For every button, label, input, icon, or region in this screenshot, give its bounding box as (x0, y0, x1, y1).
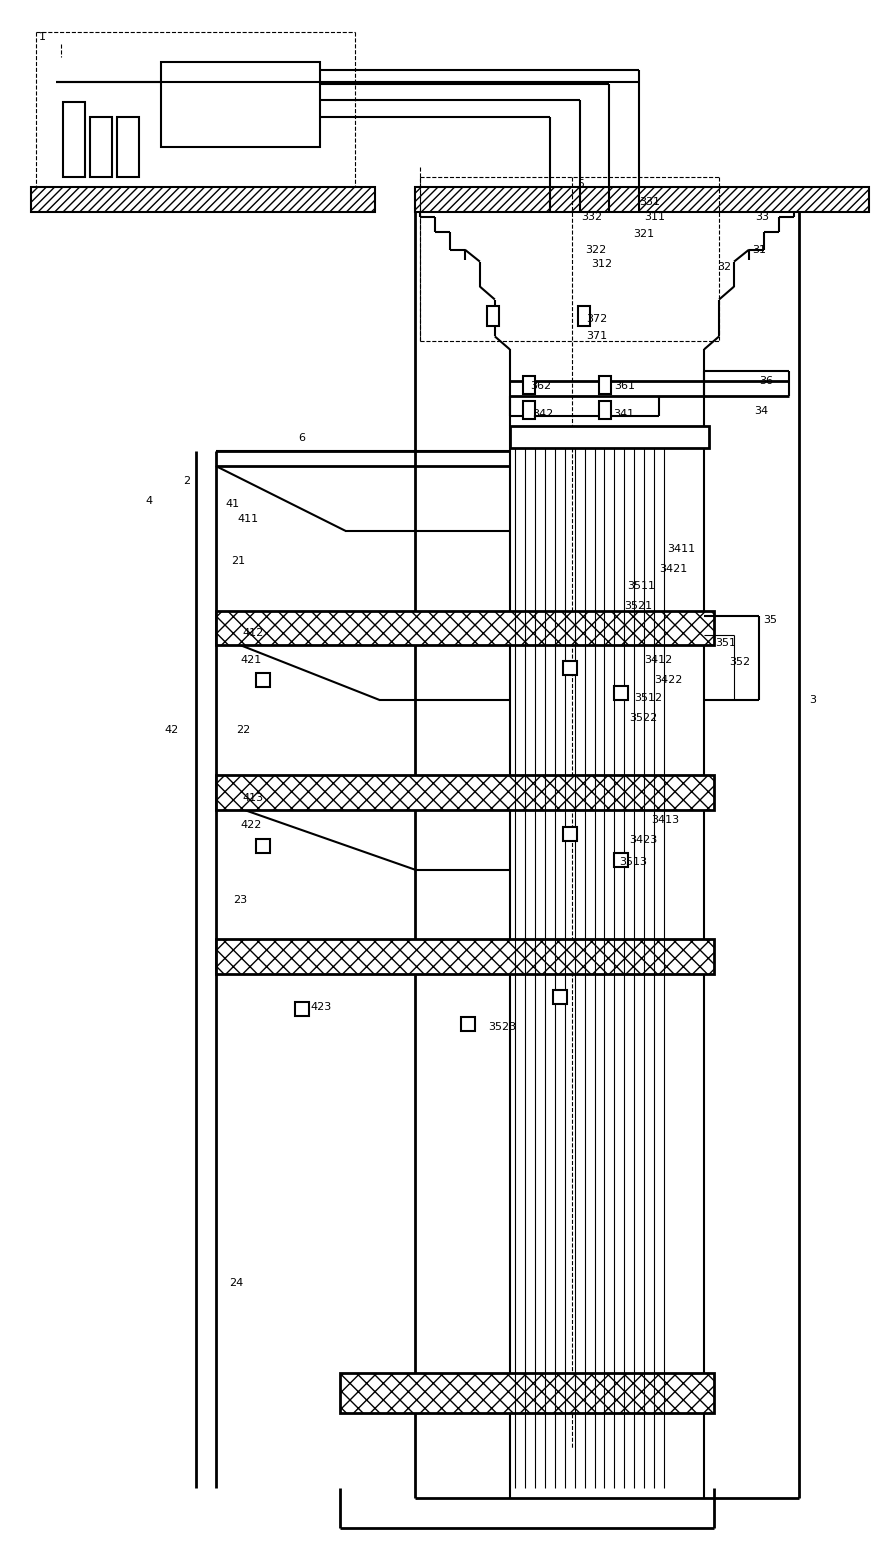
Text: 352: 352 (729, 657, 750, 668)
Text: 3513: 3513 (619, 856, 647, 867)
Bar (562, 662, 576, 676)
Text: 342: 342 (532, 410, 553, 419)
Bar (215, 940, 714, 974)
Text: 6: 6 (299, 433, 306, 444)
Bar (523, 400, 534, 419)
Bar (487, 306, 498, 326)
Text: 36: 36 (759, 376, 773, 386)
Bar (553, 991, 567, 1005)
Text: 3511: 3511 (627, 581, 655, 591)
Text: 41: 41 (226, 499, 240, 509)
Bar (614, 686, 628, 700)
Text: 1: 1 (39, 32, 46, 42)
Text: 2: 2 (183, 476, 190, 485)
Text: 3423: 3423 (629, 835, 658, 844)
Text: 421: 421 (241, 656, 262, 665)
Bar (599, 376, 611, 394)
Bar (215, 611, 714, 645)
Text: 23: 23 (233, 895, 247, 904)
Text: 3522: 3522 (629, 713, 658, 724)
Bar (32, 187, 375, 212)
Bar (510, 427, 710, 448)
Bar (614, 853, 628, 867)
Bar (461, 1017, 475, 1031)
Text: 413: 413 (243, 793, 264, 802)
Text: 422: 422 (241, 819, 262, 830)
Bar (117, 117, 139, 176)
Text: 4: 4 (145, 496, 153, 506)
Text: 362: 362 (530, 382, 551, 391)
Text: 312: 312 (591, 258, 612, 269)
Text: 311: 311 (645, 212, 666, 221)
Text: 423: 423 (310, 1002, 332, 1013)
Text: 21: 21 (230, 555, 244, 566)
Bar (161, 62, 321, 147)
Text: 33: 33 (755, 212, 769, 221)
Text: 34: 34 (754, 407, 768, 416)
Bar (340, 1373, 714, 1413)
Text: 42: 42 (165, 725, 179, 736)
Bar (295, 1002, 309, 1016)
Text: 24: 24 (229, 1279, 243, 1288)
Bar (577, 306, 590, 326)
Text: 5: 5 (577, 179, 584, 189)
Text: 3411: 3411 (668, 544, 696, 553)
Bar (215, 775, 714, 810)
Text: 372: 372 (587, 314, 608, 325)
Bar (63, 102, 85, 176)
Text: 3: 3 (809, 696, 816, 705)
Text: 3421: 3421 (660, 564, 688, 574)
Bar (562, 827, 576, 841)
Text: 322: 322 (585, 244, 607, 255)
Text: 31: 31 (752, 244, 766, 255)
Text: 332: 332 (582, 212, 603, 221)
Bar (523, 376, 534, 394)
Text: 3512: 3512 (634, 693, 662, 703)
Text: 411: 411 (237, 513, 258, 524)
Text: 341: 341 (613, 410, 634, 419)
Bar (415, 187, 869, 212)
Text: 3422: 3422 (654, 676, 682, 685)
Bar (90, 117, 112, 176)
Text: 412: 412 (243, 628, 264, 638)
Text: 35: 35 (763, 615, 777, 626)
Text: 361: 361 (614, 382, 635, 391)
Text: 3412: 3412 (645, 656, 673, 665)
Text: 331: 331 (639, 196, 661, 207)
Bar (256, 674, 270, 688)
Text: 3521: 3521 (625, 600, 653, 611)
Text: 351: 351 (715, 638, 736, 648)
Text: 22: 22 (236, 725, 250, 736)
Text: 371: 371 (587, 331, 608, 342)
Text: 3523: 3523 (488, 1022, 516, 1033)
Bar (599, 400, 611, 419)
Text: 32: 32 (717, 261, 731, 272)
Text: 3413: 3413 (652, 815, 680, 826)
Bar (256, 839, 270, 853)
Text: 321: 321 (633, 229, 654, 238)
